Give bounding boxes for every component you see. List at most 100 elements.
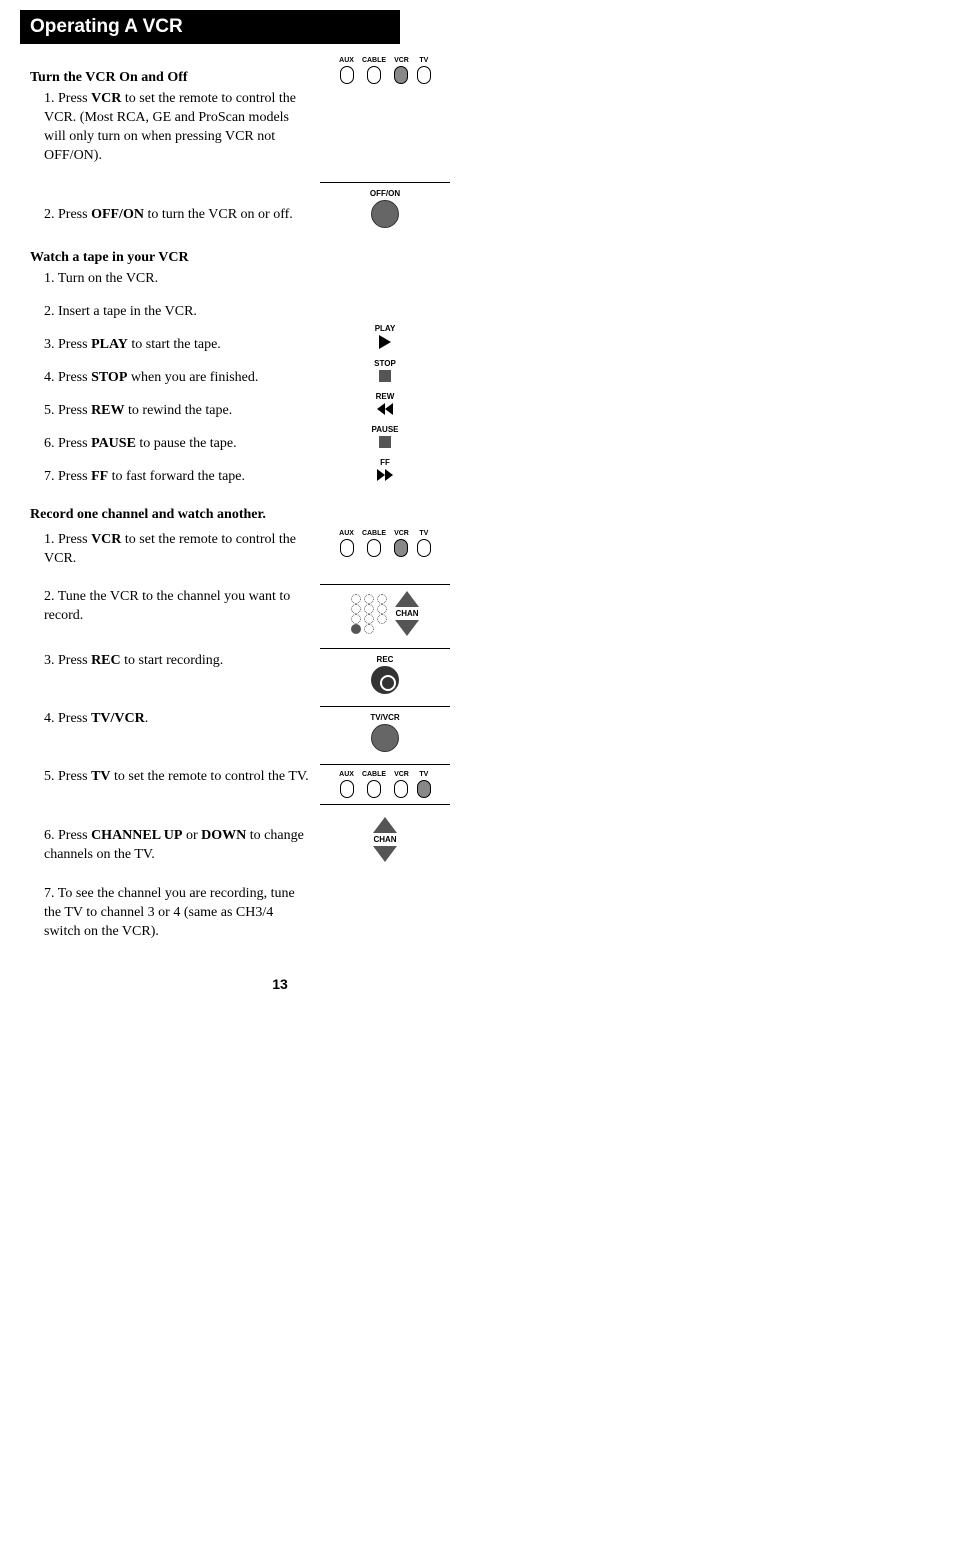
row: 3. Press REC to start recording. REC [30, 642, 450, 694]
chan-down-icon [373, 846, 397, 862]
text: 5. Press [44, 769, 91, 784]
step: 4. Press TV/VCR. [44, 710, 312, 729]
text: 6. Press [44, 436, 91, 451]
text: 2. Press [44, 207, 91, 222]
aux-button-icon [340, 539, 354, 557]
text: to turn the VCR on or off. [144, 207, 293, 222]
bold: STOP [91, 370, 127, 385]
text: 1. Press [44, 91, 91, 106]
bold: FF [91, 469, 108, 484]
row: 1. Press VCR to set the remote to contro… [30, 527, 450, 573]
label: FF [320, 458, 450, 467]
bold: VCR [91, 532, 121, 547]
step: 1. Press VCR to set the remote to contro… [44, 90, 312, 166]
text: to start recording. [121, 653, 224, 668]
step: 6. Press CHANNEL UP or DOWN to change ch… [44, 827, 312, 865]
step: 2. Tune the VCR to the channel you want … [44, 588, 312, 626]
label: CABLE [362, 530, 386, 537]
pause-icon [379, 436, 391, 448]
mode-buttons-diagram: AUX CABLE VCR TV [320, 54, 450, 84]
label: OFF/ON [320, 189, 450, 198]
aux-button-icon [340, 780, 354, 798]
text: . [145, 711, 149, 726]
rew-icon [320, 403, 450, 415]
text: 4. Press [44, 370, 91, 385]
transport-icons: PLAY STOP REW PAUSE FF [320, 234, 450, 483]
text: 7. Press [44, 469, 91, 484]
bold: PAUSE [91, 436, 136, 451]
text: 3. Press [44, 337, 91, 352]
row: 7. To see the channel you are recording,… [30, 875, 450, 946]
text: or [182, 828, 201, 843]
text: to start the tape. [128, 337, 221, 352]
text: to set the remote to control the TV. [111, 769, 309, 784]
text: 4. Press [44, 711, 91, 726]
offon-diagram: OFF/ON [320, 176, 450, 228]
step: 7. Press FF to fast forward the tape. [44, 468, 312, 487]
label: TV [419, 57, 428, 64]
section-title: Watch a tape in your VCR [30, 250, 312, 266]
section-watch-tape: Watch a tape in your VCR 1. Turn on the … [30, 234, 450, 490]
bold: CHANNEL UP [91, 828, 182, 843]
vcr-button-icon [394, 780, 408, 798]
label: AUX [339, 771, 354, 778]
tv-button-icon [417, 780, 431, 798]
label: CHAN [395, 609, 418, 618]
text: to fast forward the tape. [108, 469, 245, 484]
label: VCR [394, 57, 409, 64]
label: PAUSE [320, 425, 450, 434]
step: 1. Turn on the VCR. [44, 270, 312, 289]
step: 5. Press REW to rewind the tape. [44, 402, 312, 421]
section-title: Record one channel and watch another. [30, 507, 450, 523]
chan-diagram: CHAN [320, 817, 450, 862]
chan-up-icon [373, 817, 397, 833]
row: 6. Press CHANNEL UP or DOWN to change ch… [30, 817, 450, 869]
tvvcr-diagram: TV/VCR [320, 700, 450, 752]
bold: TV [91, 769, 110, 784]
tv-button-icon [417, 66, 431, 84]
label: CHAN [373, 835, 396, 844]
bold: TV/VCR [91, 711, 145, 726]
label: TV/VCR [320, 713, 450, 722]
label: VCR [394, 771, 409, 778]
label: AUX [339, 530, 354, 537]
tvvcr-button-icon [371, 724, 399, 752]
tv-button-icon [417, 539, 431, 557]
step: 6. Press PAUSE to pause the tape. [44, 435, 312, 454]
row: 4. Press TV/VCR. TV/VCR [30, 700, 450, 752]
aux-button-icon [340, 66, 354, 84]
mode-buttons-diagram: AUX CABLE VCR TV [320, 527, 450, 557]
text: 6. Press [44, 828, 91, 843]
chan-arrows-icon: CHAN [395, 591, 419, 636]
step: 3. Press PLAY to start the tape. [44, 336, 312, 355]
label: TV [419, 771, 428, 778]
bold: REC [91, 653, 121, 668]
cable-button-icon [367, 539, 381, 557]
row: 2. Tune the VCR to the channel you want … [30, 578, 450, 636]
cable-button-icon [367, 66, 381, 84]
ff-icon [320, 469, 450, 481]
offon-button-icon [371, 200, 399, 228]
stop-icon [379, 370, 391, 382]
bold: PLAY [91, 337, 128, 352]
label: REC [320, 655, 450, 664]
step: 3. Press REC to start recording. [44, 652, 312, 671]
step: 1. Press VCR to set the remote to contro… [44, 531, 312, 569]
text: 3. Press [44, 653, 91, 668]
page-number: 13 [110, 976, 450, 992]
keypad-chan-diagram: CHAN [320, 578, 450, 636]
cable-button-icon [367, 780, 381, 798]
vcr-button-icon [394, 66, 408, 84]
step: 7. To see the channel you are recording,… [44, 885, 312, 942]
label: STOP [320, 359, 450, 368]
keypad-icon [351, 594, 387, 634]
step: 5. Press TV to set the remote to control… [44, 768, 312, 787]
label: PLAY [320, 324, 450, 333]
label: TV [419, 530, 428, 537]
bold: DOWN [201, 828, 246, 843]
label: CABLE [362, 57, 386, 64]
manual-page: Operating A VCR Turn the VCR On and Off … [0, 0, 460, 1002]
text: 5. Press [44, 403, 91, 418]
rec-diagram: REC [320, 642, 450, 694]
step: 4. Press STOP when you are finished. [44, 369, 312, 388]
